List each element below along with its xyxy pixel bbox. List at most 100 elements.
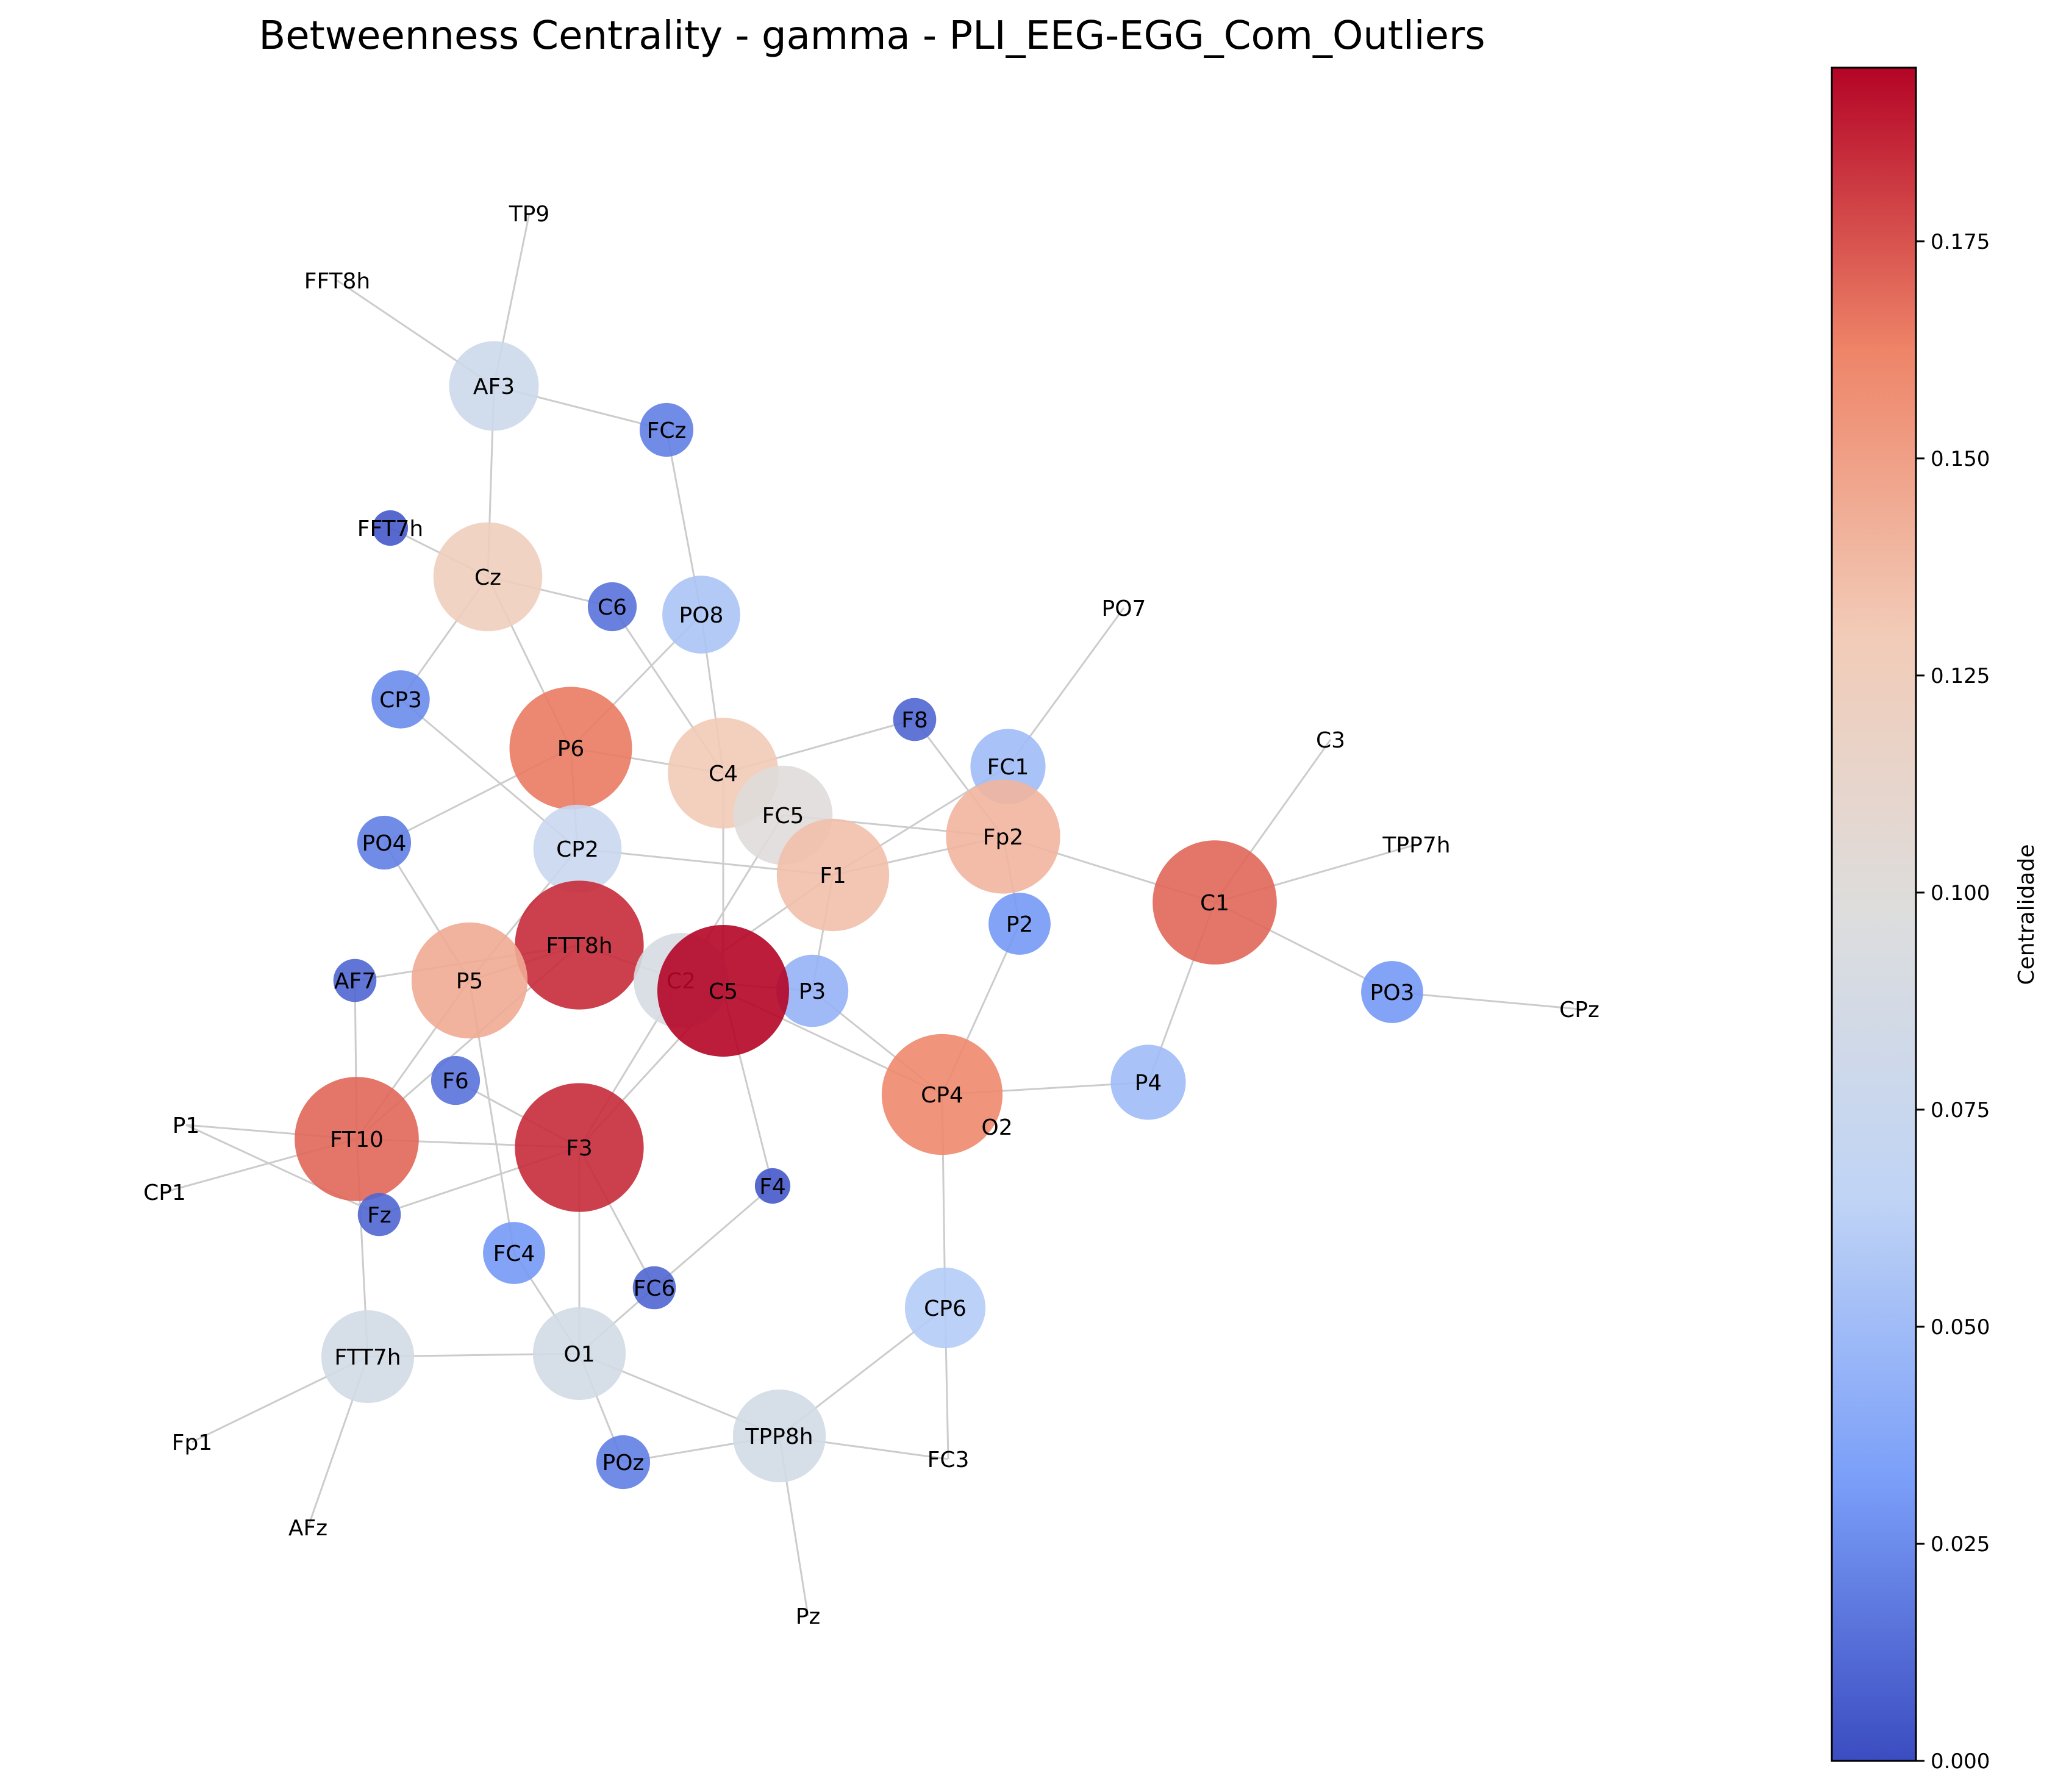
node-circle-CP4[interactable] — [881, 1033, 1003, 1155]
node-C3[interactable]: C3 — [1316, 728, 1345, 753]
node-Pz[interactable]: Pz — [796, 1604, 821, 1629]
node-label-CPz: CPz — [1559, 998, 1599, 1023]
node-label-CP1: CP1 — [143, 1180, 186, 1205]
node-FTT7h[interactable]: FTT7h — [321, 1310, 415, 1404]
colorbar-tick-label: 0.100 — [1931, 881, 1990, 905]
node-PO4[interactable]: PO4 — [357, 815, 412, 870]
node-circle-FC6[interactable] — [632, 1266, 676, 1310]
node-F6[interactable]: F6 — [431, 1055, 481, 1105]
node-FC6[interactable]: FC6 — [632, 1266, 676, 1310]
node-circle-FTT8h[interactable] — [515, 880, 644, 1010]
node-CP6[interactable]: CP6 — [904, 1267, 986, 1349]
node-circle-FTT7h[interactable] — [321, 1310, 415, 1404]
node-circle-O1[interactable] — [532, 1307, 626, 1401]
node-FT10[interactable]: FT10 — [295, 1077, 419, 1201]
node-circle-CP2[interactable] — [533, 804, 622, 893]
node-label-FC5: FC5 — [762, 804, 804, 829]
node-CP1[interactable]: CP1 — [143, 1180, 186, 1205]
node-FFT8h[interactable]: FFT8h — [304, 269, 371, 294]
node-P2[interactable]: P2 — [988, 893, 1051, 955]
node-circle-C6[interactable] — [587, 582, 637, 632]
node-circle-FFT7h[interactable] — [372, 510, 409, 546]
node-circle-FCz[interactable] — [639, 402, 694, 457]
node-circle-AF7[interactable] — [333, 958, 377, 1002]
node-F3[interactable]: F3 — [515, 1083, 644, 1212]
node-FTT8h[interactable]: FTT8h — [515, 880, 644, 1010]
colorbar-label: Centralidade — [2014, 844, 2039, 985]
node-TPP8h[interactable]: TPP8h — [732, 1389, 826, 1483]
node-circle-Fz[interactable] — [357, 1193, 401, 1237]
node-FC3[interactable]: FC3 — [927, 1448, 970, 1473]
node-F8[interactable]: F8 — [893, 698, 937, 741]
node-P4[interactable]: P4 — [1110, 1044, 1186, 1120]
node-P3[interactable]: P3 — [776, 954, 849, 1027]
node-label-F6: F6 — [442, 1069, 469, 1094]
node-circle-PO4[interactable] — [357, 815, 412, 870]
node-circle-Cz[interactable] — [433, 522, 543, 632]
node-label-AF3: AF3 — [473, 374, 515, 399]
node-Cz[interactable]: Cz — [433, 522, 543, 632]
node-P5[interactable]: P5 — [411, 922, 528, 1039]
node-circle-Fp2[interactable] — [946, 779, 1060, 894]
node-circle-C5[interactable] — [657, 925, 789, 1057]
node-FFT7h[interactable]: FFT7h — [357, 510, 424, 546]
node-PO3[interactable]: PO3 — [1361, 961, 1423, 1023]
node-circle-C1[interactable] — [1153, 840, 1277, 965]
node-label-F8: F8 — [901, 708, 928, 733]
node-FC4[interactable]: FC4 — [483, 1222, 545, 1284]
node-circle-P5[interactable] — [411, 922, 528, 1039]
node-circle-P2[interactable] — [988, 893, 1051, 955]
node-circle-CP3[interactable] — [371, 670, 430, 729]
node-circle-F4[interactable] — [754, 1168, 791, 1204]
node-P1[interactable]: P1 — [173, 1113, 200, 1138]
node-F1[interactable]: F1 — [776, 818, 890, 932]
node-circle-PO3[interactable] — [1361, 961, 1423, 1023]
node-Fp2[interactable]: Fp2 — [946, 779, 1060, 894]
node-label-PO3: PO3 — [1370, 980, 1415, 1005]
node-POz[interactable]: POz — [596, 1435, 651, 1490]
node-circle-P6[interactable] — [509, 687, 632, 810]
node-TP9[interactable]: TP9 — [509, 202, 550, 227]
node-PO8[interactable]: PO8 — [662, 576, 740, 654]
node-F4[interactable]: F4 — [754, 1168, 791, 1204]
node-Fz[interactable]: Fz — [357, 1193, 401, 1237]
node-circle-FT10[interactable] — [295, 1077, 419, 1201]
node-label-TPP8h: TPP8h — [745, 1424, 813, 1449]
node-P6[interactable]: P6 — [509, 687, 632, 810]
node-C6[interactable]: C6 — [587, 582, 637, 632]
node-circle-TPP8h[interactable] — [732, 1389, 826, 1483]
node-AFz[interactable]: AFz — [288, 1516, 327, 1541]
node-label-PO8: PO8 — [679, 603, 724, 628]
node-CPz[interactable]: CPz — [1559, 998, 1599, 1023]
node-circle-CP6[interactable] — [904, 1267, 986, 1349]
node-O2[interactable]: O2 — [981, 1115, 1012, 1140]
node-AF7[interactable]: AF7 — [333, 958, 377, 1002]
node-FCz[interactable]: FCz — [639, 402, 694, 457]
node-circle-F6[interactable] — [431, 1055, 481, 1105]
node-CP4[interactable]: CP4 — [881, 1033, 1003, 1155]
node-circle-P4[interactable] — [1110, 1044, 1186, 1120]
node-label-AFz: AFz — [288, 1516, 327, 1541]
node-Fp1[interactable]: Fp1 — [172, 1430, 212, 1455]
node-circle-F8[interactable] — [893, 698, 937, 741]
node-TPP7h[interactable]: TPP7h — [1382, 833, 1450, 858]
node-CP3[interactable]: CP3 — [371, 670, 430, 729]
node-circle-P3[interactable] — [776, 954, 849, 1027]
node-circle-AF3[interactable] — [449, 341, 539, 431]
node-CP2[interactable]: CP2 — [533, 804, 622, 893]
node-C5[interactable]: C5 — [657, 925, 789, 1057]
node-label-PO4: PO4 — [362, 831, 407, 856]
node-PO7[interactable]: PO7 — [1102, 596, 1146, 621]
node-circle-POz[interactable] — [596, 1435, 651, 1490]
node-C1[interactable]: C1 — [1153, 840, 1277, 965]
node-circle-F1[interactable] — [776, 818, 890, 932]
node-AF3[interactable]: AF3 — [449, 341, 539, 431]
colorbar-tick-label: 0.075 — [1931, 1098, 1990, 1123]
node-O1[interactable]: O1 — [532, 1307, 626, 1401]
node-circle-F3[interactable] — [515, 1083, 644, 1212]
node-label-C1: C1 — [1200, 891, 1229, 916]
node-circle-FC4[interactable] — [483, 1222, 545, 1284]
node-circle-PO8[interactable] — [662, 576, 740, 654]
node-label-F1: F1 — [820, 863, 846, 888]
node-label-C6: C6 — [598, 595, 627, 620]
